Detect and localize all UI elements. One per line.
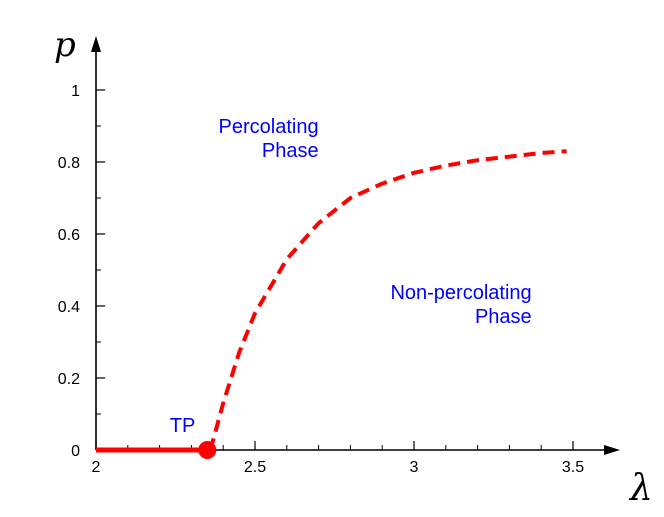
y-tick-label: 1 bbox=[71, 83, 80, 100]
axes: pλ bbox=[54, 25, 653, 509]
y-axis-arrow bbox=[91, 36, 101, 52]
transition-line-dashed bbox=[208, 149, 567, 451]
x-axis-arrow bbox=[604, 445, 620, 455]
ticks: 2 2.5 3 3.5 0 0.2 0.4 0.6 0.8 1 bbox=[58, 83, 584, 476]
x-tick-label: 3.5 bbox=[562, 459, 584, 476]
tp-label: TP bbox=[170, 415, 196, 437]
x-tick-label: 2 bbox=[92, 459, 101, 476]
phase-label-line: Phase bbox=[475, 306, 532, 328]
tricritical-point-marker bbox=[198, 441, 217, 459]
phase-label-line: Phase bbox=[262, 140, 319, 162]
y-tick-label: 0.6 bbox=[58, 227, 80, 244]
y-tick-label: 0.2 bbox=[58, 371, 80, 388]
x-tick-label: 3 bbox=[410, 459, 419, 476]
x-axis-label: λ bbox=[628, 468, 653, 509]
x-tick-label: 2.5 bbox=[244, 459, 266, 476]
phase-label-line: Non-percolating bbox=[390, 282, 531, 304]
y-axis-label: p bbox=[54, 25, 76, 65]
series bbox=[96, 149, 567, 459]
y-tick-label: 0.4 bbox=[58, 299, 80, 316]
y-tick-label: 0 bbox=[71, 443, 80, 460]
y-tick-label: 0.8 bbox=[58, 155, 80, 172]
phase-label-line: Percolating bbox=[219, 116, 319, 138]
